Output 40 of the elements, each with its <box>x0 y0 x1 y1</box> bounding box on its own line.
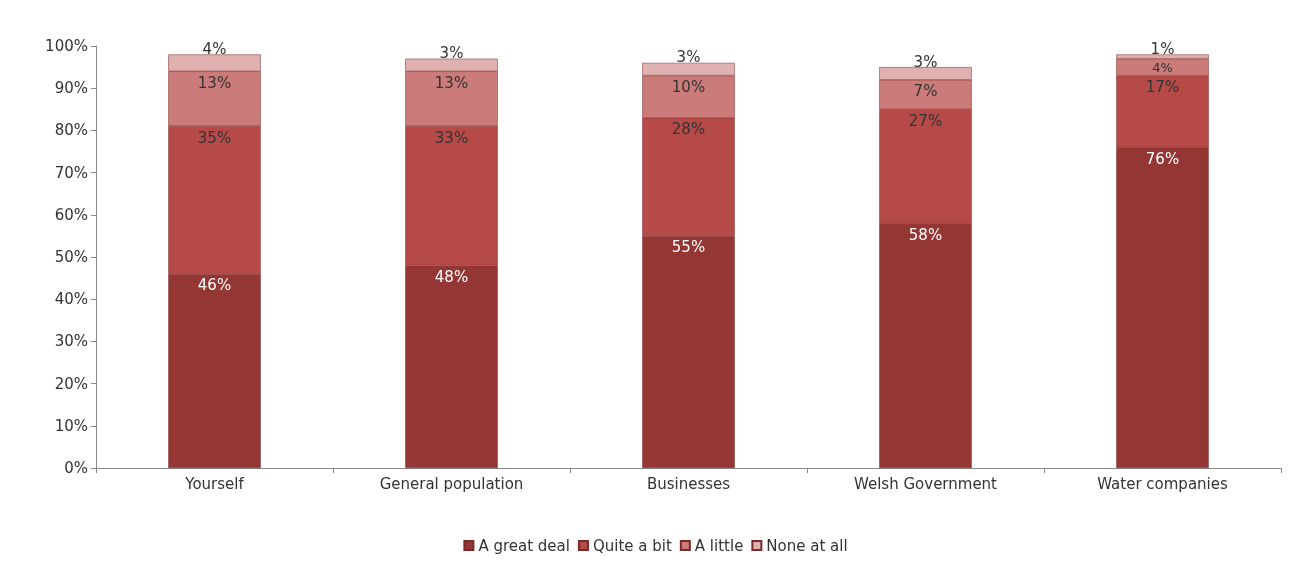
data-label: 10% <box>671 78 706 97</box>
data-label: 7% <box>913 82 938 101</box>
y-tick-label: 70% <box>54 163 88 182</box>
legend-label: Quite a bit <box>592 536 672 555</box>
y-tick-label: 20% <box>54 374 88 393</box>
data-label: 17% <box>1145 78 1180 97</box>
data-label: 3% <box>913 52 938 71</box>
y-tick-label: 40% <box>54 290 88 309</box>
legend-label: None at all <box>766 536 848 555</box>
legend-label: A little <box>694 536 744 555</box>
data-label: 48% <box>434 267 469 286</box>
y-tick-label: 90% <box>54 79 88 98</box>
x-tick-label: Water companies <box>1097 474 1228 493</box>
data-label: 1% <box>1150 39 1175 58</box>
y-tick-label: 60% <box>54 205 88 224</box>
y-tick-label: 30% <box>54 332 88 351</box>
data-label: 58% <box>908 225 943 244</box>
x-tick-label: Welsh Government <box>854 474 998 493</box>
y-tick-label: 50% <box>54 248 88 266</box>
y-tick-label: 10% <box>54 416 88 435</box>
data-label: 55% <box>671 238 706 257</box>
y-tick-label: 100% <box>45 37 88 55</box>
data-label: 27% <box>908 111 943 130</box>
data-label: 13% <box>197 73 232 92</box>
y-tick-label: 80% <box>54 121 88 140</box>
legend-label: A great deal <box>478 536 570 555</box>
x-tick-label: Businesses <box>646 474 731 493</box>
data-label: 46% <box>197 276 232 295</box>
data-label: 35% <box>197 128 232 147</box>
data-label: 4% <box>202 39 227 58</box>
y-tick-label: 0% <box>64 459 88 477</box>
data-label: 28% <box>671 120 706 139</box>
data-label: 33% <box>434 128 469 147</box>
data-label: 13% <box>434 73 469 92</box>
data-label: 4% <box>1152 59 1173 75</box>
data-label: 3% <box>439 44 464 63</box>
x-tick-label: Yourself <box>184 474 245 493</box>
x-tick-label: General population <box>379 474 524 493</box>
data-label: 76% <box>1145 149 1180 168</box>
data-label: 3% <box>676 48 701 67</box>
